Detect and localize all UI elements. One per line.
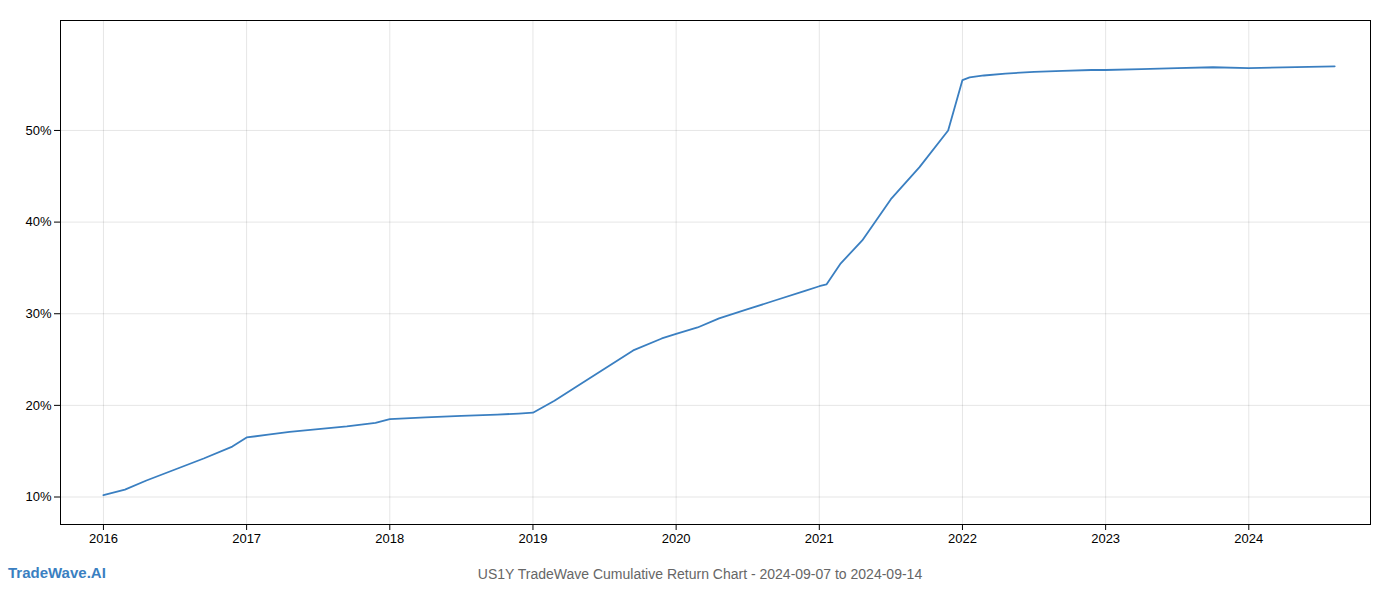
html-text:TradeWave.AI: TradeWave.AI — [8, 564, 106, 581]
svg-text:10%: 10% — [25, 489, 51, 504]
svg-text:2021: 2021 — [805, 531, 834, 546]
html-text:US1Y TradeWave Cumulative Retu: US1Y TradeWave Cumulative Return Chart -… — [477, 566, 923, 582]
svg-text:30%: 30% — [25, 306, 51, 321]
svg-text:2019: 2019 — [518, 531, 547, 546]
svg-text:2020: 2020 — [662, 531, 691, 546]
svg-text:2022: 2022 — [948, 531, 977, 546]
svg-text:2023: 2023 — [1091, 531, 1120, 546]
svg-text:40%: 40% — [25, 214, 51, 229]
svg-text:2017: 2017 — [232, 531, 261, 546]
svg-text:2024: 2024 — [1234, 531, 1263, 546]
svg-text:2016: 2016 — [89, 531, 118, 546]
svg-text:50%: 50% — [25, 123, 51, 138]
svg-text:2018: 2018 — [375, 531, 404, 546]
svg-text:20%: 20% — [25, 398, 51, 413]
